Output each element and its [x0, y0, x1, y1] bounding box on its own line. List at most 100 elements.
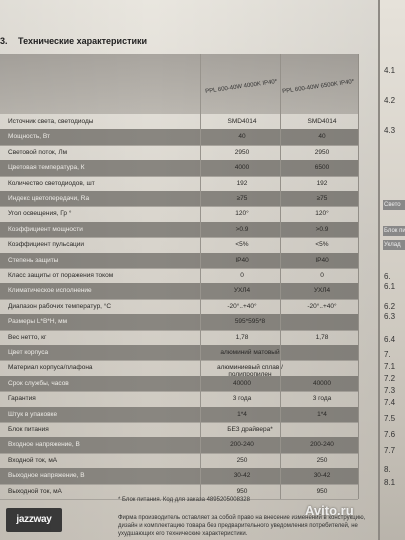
row-value-6500k: ≥75 [316, 195, 328, 202]
brand-logo: jazzway [6, 508, 62, 532]
row-label: Входное напряжение, В [8, 441, 80, 449]
side-section-number: 7.4 [384, 398, 396, 407]
table-row: Материал корпуса/плафона алюминиевый спла… [0, 360, 358, 378]
spec-sheet: 3. Технические характеристики PPL 600-40… [0, 0, 378, 540]
table-row: Коэффициент мощности >0.9 >0.9 [0, 221, 358, 239]
row-value-4000k: 2950 [234, 148, 250, 156]
row-value-4000k: <5% [235, 241, 249, 249]
row-value-6500k: <5% [315, 241, 329, 249]
row-value-4000k: 200-240 [230, 441, 254, 449]
row-value-4000k: 950 [236, 487, 248, 495]
row-value-6500k: 40 [318, 133, 326, 141]
row-value-4000k: SMD4014 [227, 118, 257, 125]
row-label: Световой поток, Лм [8, 148, 68, 156]
column-divider [200, 54, 201, 499]
driver-footnote: * Блок питания. Код для заказа 489520500… [118, 497, 250, 503]
table-row: Коэффициент пульсации <5% <5% [0, 237, 358, 254]
side-section-number: 6.3 [384, 312, 396, 321]
table-row: Индекс цветопередачи, Ra ≥75 ≥75 [0, 191, 358, 208]
side-section-number: 4.3 [384, 126, 396, 135]
table-row: Выходное напряжение, В 30-42 30-42 [0, 468, 358, 485]
row-label: Вес нетто, кг [8, 333, 47, 341]
row-value-4000k: 250 [236, 456, 248, 464]
row-value-6500k: 30-42 [313, 472, 331, 480]
side-table-cell: Блок пи [383, 226, 405, 236]
row-value-6500k: 3 года [312, 395, 332, 403]
row-value-4000k: ≥75 [236, 195, 248, 202]
table-row: Блок питания БЕЗ драйвера* [0, 422, 358, 439]
row-label: Цвет корпуса [8, 349, 49, 356]
row-value-4000k: 4000 [234, 164, 250, 172]
table-row: Количество светодиодов, шт 192 192 [0, 176, 358, 192]
row-label: Материал корпуса/плафона [8, 364, 93, 372]
row-value-6500k: 6500 [314, 164, 330, 172]
watermark: Avito.ru [305, 503, 354, 518]
table-row: Мощность, Вт 40 40 [0, 129, 358, 146]
row-label: Класс защиты от поражения током [8, 272, 114, 279]
manufacturer-note: Фирма производитель оставляет за собой п… [118, 515, 366, 537]
row-value-6500k: 40000 [312, 379, 332, 387]
side-table-cell: Свето [383, 200, 405, 210]
row-shared-value: алюминиевый сплав / полипропилен [217, 364, 283, 378]
row-label: Индекс цветопередачи, Ra [8, 195, 90, 202]
row-label: Источник света, светодиоды [8, 118, 94, 125]
row-value-6500k: 2950 [314, 148, 330, 156]
row-label: Выходной ток, мА [8, 487, 62, 495]
side-section-number: 8. [384, 465, 391, 474]
row-value-4000k: >0.9 [235, 225, 249, 233]
row-value-4000k: 40000 [232, 379, 252, 387]
row-value-6500k: 1,78 [315, 333, 329, 341]
section-heading: 3. Технические характеристики [0, 36, 147, 46]
table-row: Вес нетто, кг 1,78 1,78 [0, 330, 358, 346]
row-value-6500k: УХЛ4 [313, 287, 331, 295]
table-row: Степень защиты IP40 IP40 [0, 252, 358, 269]
row-value-6500k: 200-240 [310, 441, 334, 449]
side-section-number: 6.4 [384, 335, 396, 344]
side-table-cell: Уклад [383, 240, 405, 250]
row-label: Диапазон рабочих температур, °С [8, 302, 112, 310]
section-number: 3. [0, 36, 8, 46]
row-label: Размеры L*B*H, мм [8, 318, 68, 326]
row-value-6500k: 0 [320, 272, 324, 279]
row-label: Коэффициент пульсации [8, 241, 85, 249]
row-value-4000k: 3 года [232, 395, 252, 403]
side-section-number: 7.1 [384, 362, 396, 371]
column-divider [280, 54, 281, 499]
row-value-4000k: 1,78 [235, 333, 249, 341]
table-row: Гарантия 3 года 3 года [0, 391, 358, 408]
table-header [0, 54, 358, 114]
next-page-edge: 4.1 4.2 4.3 6. 6.1 6.2 6.3 6.4 7. 7.1 7.2 7.3 7.4 7.5… [378, 0, 405, 540]
row-value-4000k: 192 [236, 179, 248, 187]
table-row: Источник света, светодиоды SMD4014 SMD4014 [0, 114, 358, 131]
row-label: Гарантия [8, 395, 36, 403]
table-row: Цветовая температура, К 4000 6500 [0, 160, 358, 177]
row-value-6500k: SMD4014 [307, 118, 337, 125]
table-row: Входное напряжение, В 200-240 200-240 [0, 437, 358, 454]
row-value-6500k: 1*4 [317, 410, 327, 418]
row-value-4000k: 1*4 [237, 410, 247, 418]
row-label: Блок питания [8, 426, 49, 433]
row-label: Угол освещения, Гр ° [8, 210, 72, 218]
row-value-6500k: -20°..+40° [307, 302, 337, 310]
side-section-number: 8.1 [384, 478, 396, 487]
row-value-4000k: -20°..+40° [227, 302, 257, 310]
side-section-number: 6. [384, 272, 391, 281]
row-value-4000k: 120° [235, 210, 249, 218]
table-row: Выходной ток, мА 950 950 [0, 484, 358, 500]
side-section-number: 7.3 [384, 386, 396, 395]
row-value-6500k: >0.9 [315, 225, 329, 233]
row-value-4000k: УХЛ4 [233, 287, 251, 295]
row-value-4000k: 40 [238, 133, 246, 141]
row-label: Цветовая температура, К [8, 164, 85, 172]
row-value-4000k: 0 [240, 272, 244, 279]
table-row: Входной ток, мА 250 250 [0, 453, 358, 470]
row-label: Степень защиты [8, 256, 59, 264]
row-value-6500k: IP40 [315, 256, 329, 264]
row-shared-value: алюминий матовый [220, 349, 280, 356]
table-row: Цвет корпуса алюминий матовый [0, 345, 358, 362]
row-label: Штук в упаковке [8, 410, 58, 418]
side-section-number: 6.1 [384, 282, 396, 291]
row-value-6500k: 950 [316, 487, 328, 495]
row-label: Климатическое исполнение [8, 287, 92, 295]
section-title: Технические характеристики [18, 36, 148, 46]
